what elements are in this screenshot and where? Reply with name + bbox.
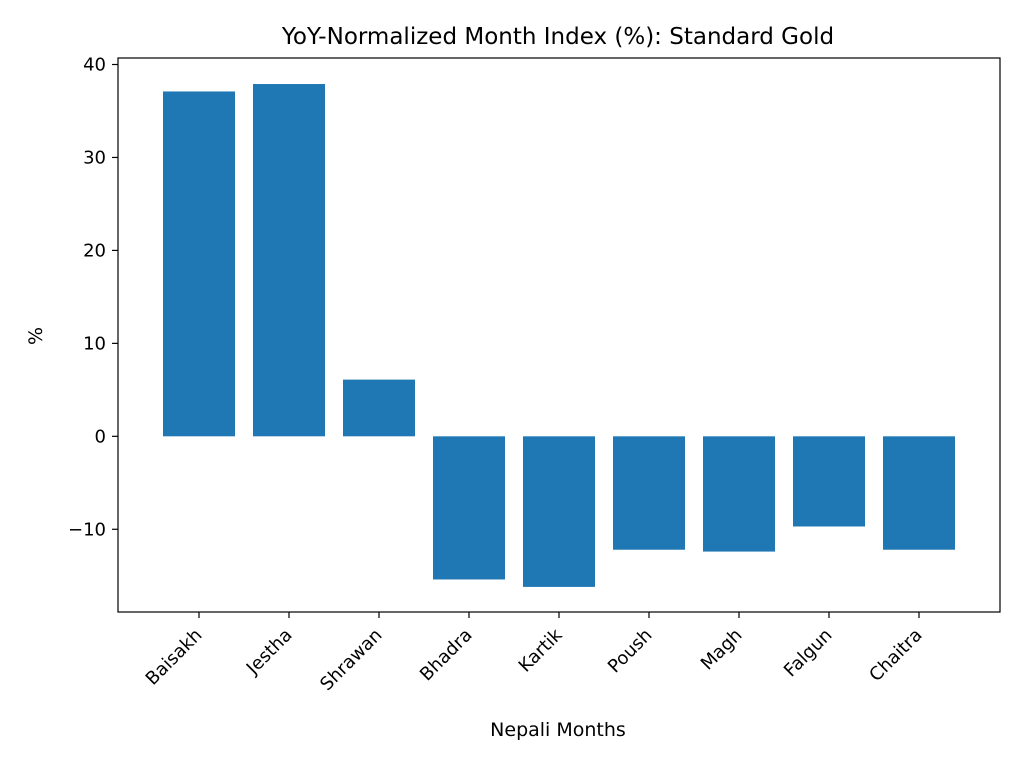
chart-title: YoY-Normalized Month Index (%): Standard…	[281, 24, 834, 50]
y-tick-label: 10	[83, 333, 106, 354]
x-tick-label-poush: Poush	[604, 625, 657, 678]
y-tick-label: 30	[83, 147, 106, 168]
x-axis-label: Nepali Months	[490, 719, 626, 741]
x-tick-label-chaitra: Chaitra	[865, 625, 926, 686]
bar-magh	[703, 436, 775, 552]
plot-frame	[117, 57, 1001, 613]
x-tick-label-jestha: Jestha	[242, 625, 297, 680]
bar-chaitra	[883, 436, 955, 550]
x-tick-label-baisakh: Baisakh	[142, 625, 207, 690]
bar-jestha	[253, 84, 325, 437]
y-tick-label: 40	[83, 55, 106, 76]
bars-group	[163, 84, 955, 587]
x-tick-label-kartik: Kartik	[515, 624, 567, 676]
bar-shrawan	[343, 379, 415, 437]
y-tick-label: −10	[68, 519, 106, 540]
x-tick-label-bhadra: Bhadra	[416, 625, 477, 686]
y-axis-ticks: −10 0 10 20 30 40	[68, 55, 118, 540]
y-axis-label: %	[25, 327, 47, 345]
bar-poush	[613, 436, 685, 550]
y-tick-label: 0	[95, 426, 106, 447]
bar-kartik	[523, 436, 595, 587]
x-tick-label-falgun: Falgun	[780, 625, 837, 682]
x-tick-label-shrawan: Shrawan	[316, 625, 386, 695]
x-tick-label-magh: Magh	[697, 625, 747, 675]
bar-bhadra	[433, 436, 505, 580]
x-axis-ticks: Baisakh Jestha Shrawan Bhadra Kartik Poush Mag…	[142, 612, 927, 695]
bar-baisakh	[163, 91, 235, 437]
bar-falgun	[793, 436, 865, 527]
y-tick-label: 20	[83, 240, 106, 261]
